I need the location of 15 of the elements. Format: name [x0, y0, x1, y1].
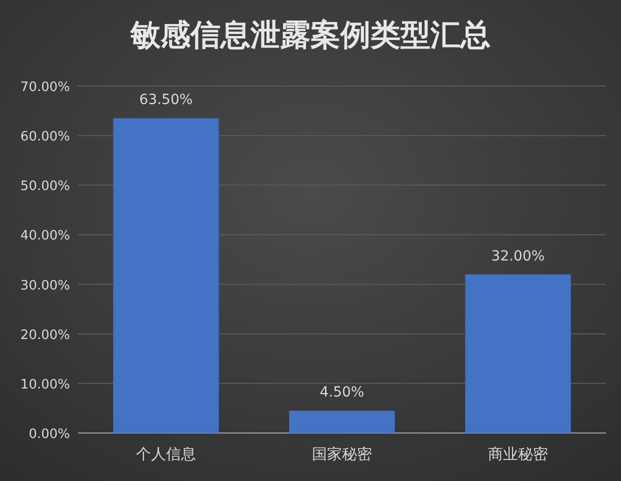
y-tick-label: 30.00%	[20, 278, 70, 294]
y-tick-label: 60.00%	[20, 130, 70, 145]
data-label: 32.00%	[491, 248, 545, 264]
data-label: 63.50%	[139, 92, 193, 108]
chart-title: 敏感信息泄露案例类型汇总	[130, 18, 490, 53]
data-label: 4.50%	[320, 384, 364, 401]
y-tick-label: 40.00%	[20, 228, 70, 244]
x-tick-label: 个人信息	[136, 445, 196, 463]
y-tick-label: 70.00%	[20, 80, 70, 95]
x-tick-label: 国家秘密	[312, 445, 372, 463]
y-tick-label: 20.00%	[20, 328, 70, 343]
y-tick-label: 50.00%	[20, 179, 70, 194]
y-tick-label: 10.00%	[20, 377, 70, 392]
y-tick-label: 0.00%	[28, 427, 70, 442]
x-tick-label: 商业秘密	[488, 445, 548, 463]
